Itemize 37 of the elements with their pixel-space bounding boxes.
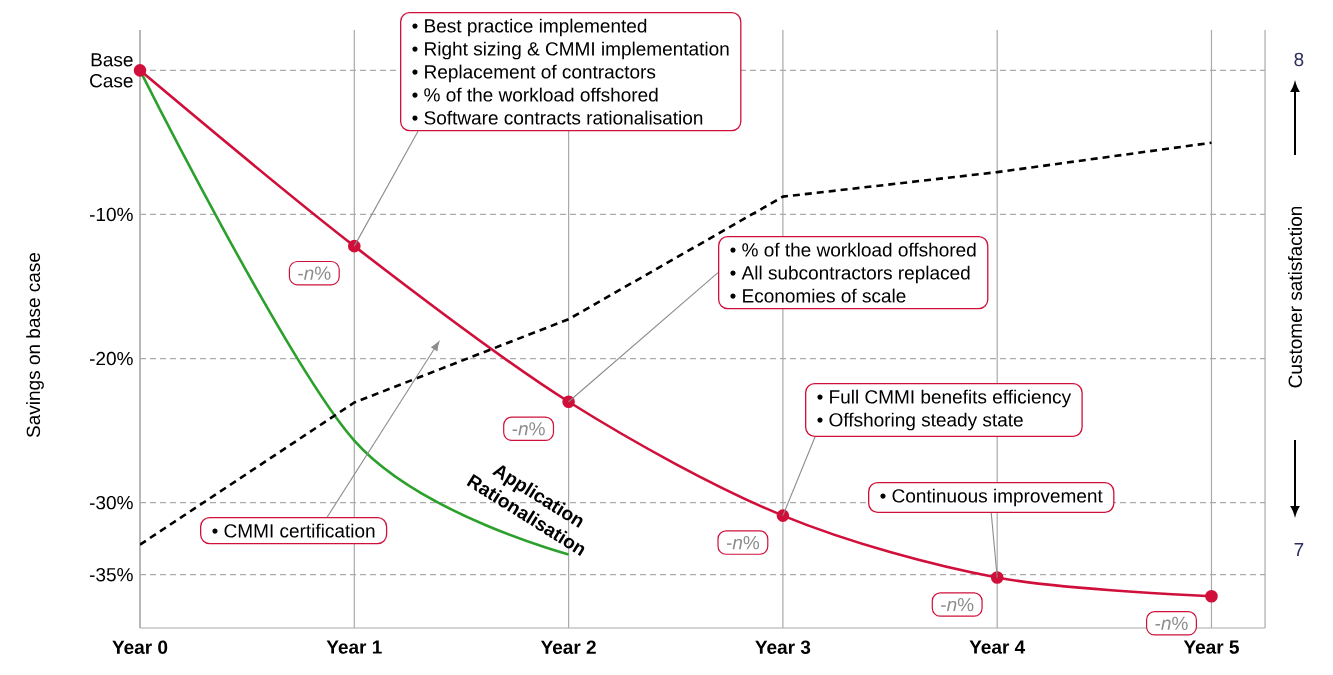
point bbox=[133, 64, 147, 77]
annotation: -n% bbox=[726, 535, 760, 550]
annotation: -n% bbox=[512, 422, 545, 436]
annotation: • Full CMMI benefits efficiency bbox=[817, 389, 1072, 408]
y2-tick-label: 7 bbox=[1294, 543, 1304, 557]
y-tick-label: -35% bbox=[89, 567, 133, 582]
annotation: • Right sizing & CMMI implementation bbox=[412, 41, 729, 60]
annotation: • Offshoring steady state bbox=[817, 412, 1023, 431]
annotation: -n% bbox=[1155, 616, 1188, 630]
annotation: • All subcontractors replaced bbox=[730, 265, 970, 284]
annotation: • % of the workload offshored bbox=[730, 242, 976, 257]
y-axis-title: Savings on base case bbox=[26, 252, 44, 438]
point bbox=[348, 239, 361, 253]
annotation: -n% bbox=[298, 266, 331, 280]
annotation: • Best practice implemented bbox=[412, 18, 647, 37]
point bbox=[776, 509, 790, 522]
y-tick-label: Base Case bbox=[90, 53, 133, 88]
y-tick-label: -30% bbox=[89, 495, 133, 510]
x-tick-label: Year 1 bbox=[326, 640, 382, 654]
x-tick-label: Year 5 bbox=[1183, 640, 1239, 654]
point bbox=[562, 395, 575, 409]
annotation: • Continuous improvement bbox=[880, 488, 1103, 507]
x-tick-label: Year 3 bbox=[755, 640, 811, 655]
x-tick-label: Year 2 bbox=[540, 640, 596, 654]
annotation: • Replacement of contractors bbox=[412, 64, 656, 83]
y2-axis-title: Customer satisfaction bbox=[1288, 206, 1302, 388]
y-tick-label: -20% bbox=[89, 351, 133, 366]
point bbox=[1205, 590, 1218, 603]
x-tick-label: Year 4 bbox=[969, 640, 1026, 654]
annotation: • CMMI certification bbox=[212, 523, 375, 538]
y2-tick-label: 8 bbox=[1294, 52, 1304, 67]
annotation: • Software contracts rationalisation bbox=[412, 110, 703, 125]
annotation: • % of the workload offshored bbox=[412, 87, 658, 102]
x-tick-label: Year 0 bbox=[112, 640, 168, 654]
annotation: • Economies of scale bbox=[730, 288, 906, 303]
annotation: -n% bbox=[941, 597, 974, 612]
y-tick-label: -10% bbox=[89, 207, 133, 222]
